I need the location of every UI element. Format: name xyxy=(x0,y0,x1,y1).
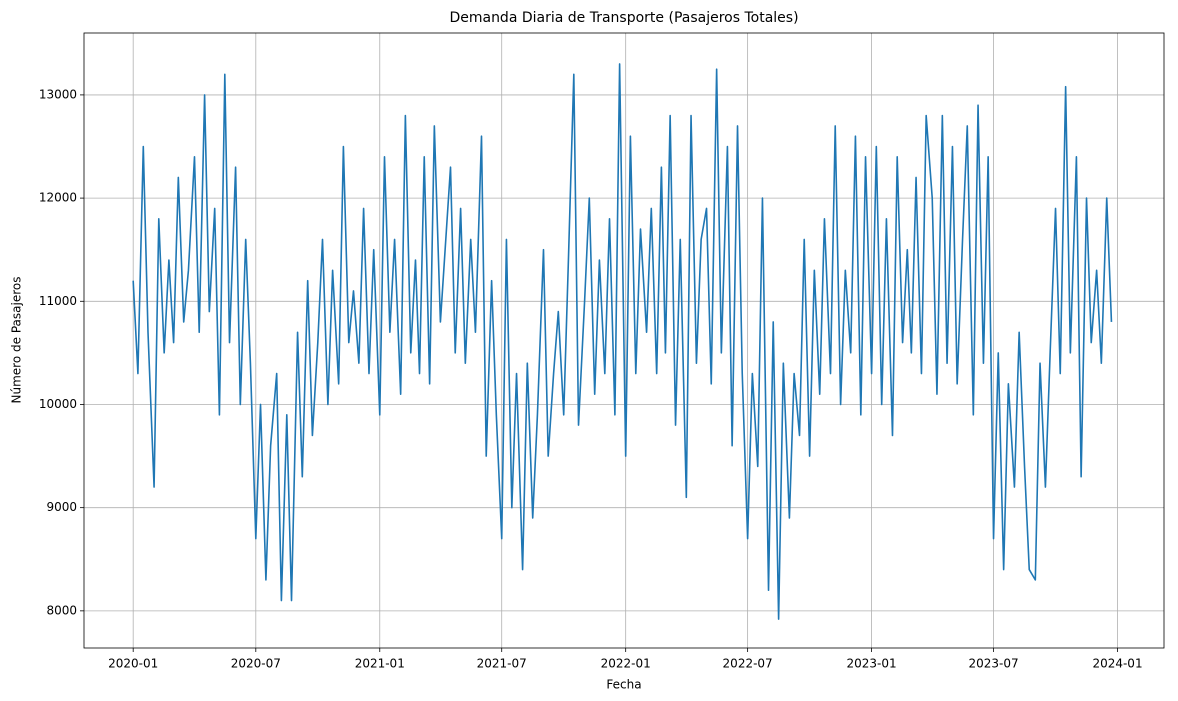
plot-frame xyxy=(83,32,1165,649)
y-tick-label: 10000 xyxy=(39,397,77,411)
x-tick-label: 2024-01 xyxy=(1092,657,1142,671)
x-tick-label: 2021-07 xyxy=(477,657,527,671)
x-tick-label: 2022-01 xyxy=(601,657,651,671)
y-tick-label: 8000 xyxy=(46,603,77,617)
x-tick-label: 2022-07 xyxy=(723,657,773,671)
y-tick-label: 9000 xyxy=(46,500,77,514)
x-tick-label: 2020-07 xyxy=(231,657,281,671)
x-axis-label: Fecha xyxy=(606,678,641,692)
y-tick-label: 13000 xyxy=(39,87,77,101)
y-tick-label: 11000 xyxy=(39,294,77,308)
y-axis-label: Número de Pasajeros xyxy=(10,277,24,404)
x-tick-label: 2021-01 xyxy=(355,657,405,671)
x-tick-label: 2020-01 xyxy=(108,657,158,671)
y-tick-label: 12000 xyxy=(39,191,77,205)
x-tick-label: 2023-07 xyxy=(968,657,1018,671)
data-line xyxy=(132,63,1113,620)
chart-title: Demanda Diaria de Transporte (Pasajeros … xyxy=(449,10,798,26)
x-tick-label: 2023-01 xyxy=(847,657,897,671)
